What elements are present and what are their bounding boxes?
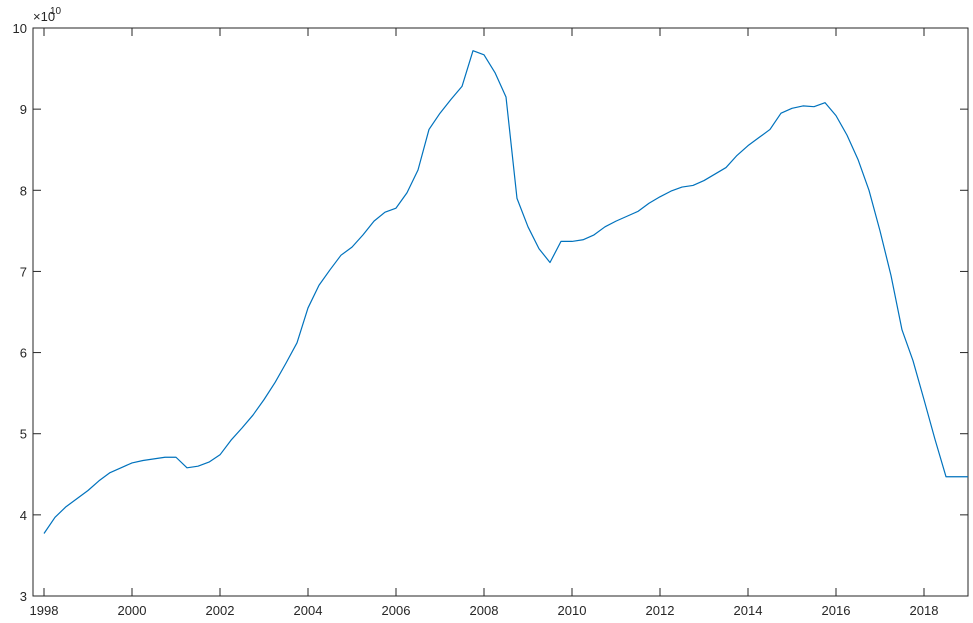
x-tick-label: 2004 (294, 603, 323, 618)
x-tick-label: 2016 (822, 603, 851, 618)
series-layer (43, 50, 968, 534)
axes (32, 27, 969, 597)
plot-frame (32, 27, 969, 597)
series-line (43, 50, 968, 534)
tick-labels: 1998 2000 2002 2004 2006 2008 2010 2012 2014 2016… (13, 21, 939, 618)
x-tick-label: 2012 (646, 603, 675, 618)
x-tick-label: 1998 (30, 603, 59, 618)
x-tick-label: 2010 (558, 603, 587, 618)
x-tick-label: 2006 (382, 603, 411, 618)
x-tick-label: 2014 (734, 603, 763, 618)
y-tick-label: 10 (13, 21, 27, 36)
x-tick-label: 2008 (470, 603, 499, 618)
x-tick-label: 2018 (910, 603, 939, 618)
y-tick-label: 8 (20, 183, 27, 198)
y-tick-label: 9 (20, 102, 27, 117)
y-axis-exponent: ×10 10 (33, 6, 62, 24)
y-tick-label: 6 (20, 346, 27, 361)
y-tick-label: 5 (20, 427, 27, 442)
y-tick-label: 3 (20, 589, 27, 604)
x-tick-label: 2000 (118, 603, 147, 618)
y-exponent-power: 10 (50, 6, 62, 17)
y-exponent-base: ×10 (33, 9, 55, 24)
y-tick-label: 7 (20, 264, 27, 279)
x-tick-label: 2002 (206, 603, 235, 618)
y-tick-label: 4 (20, 508, 27, 523)
